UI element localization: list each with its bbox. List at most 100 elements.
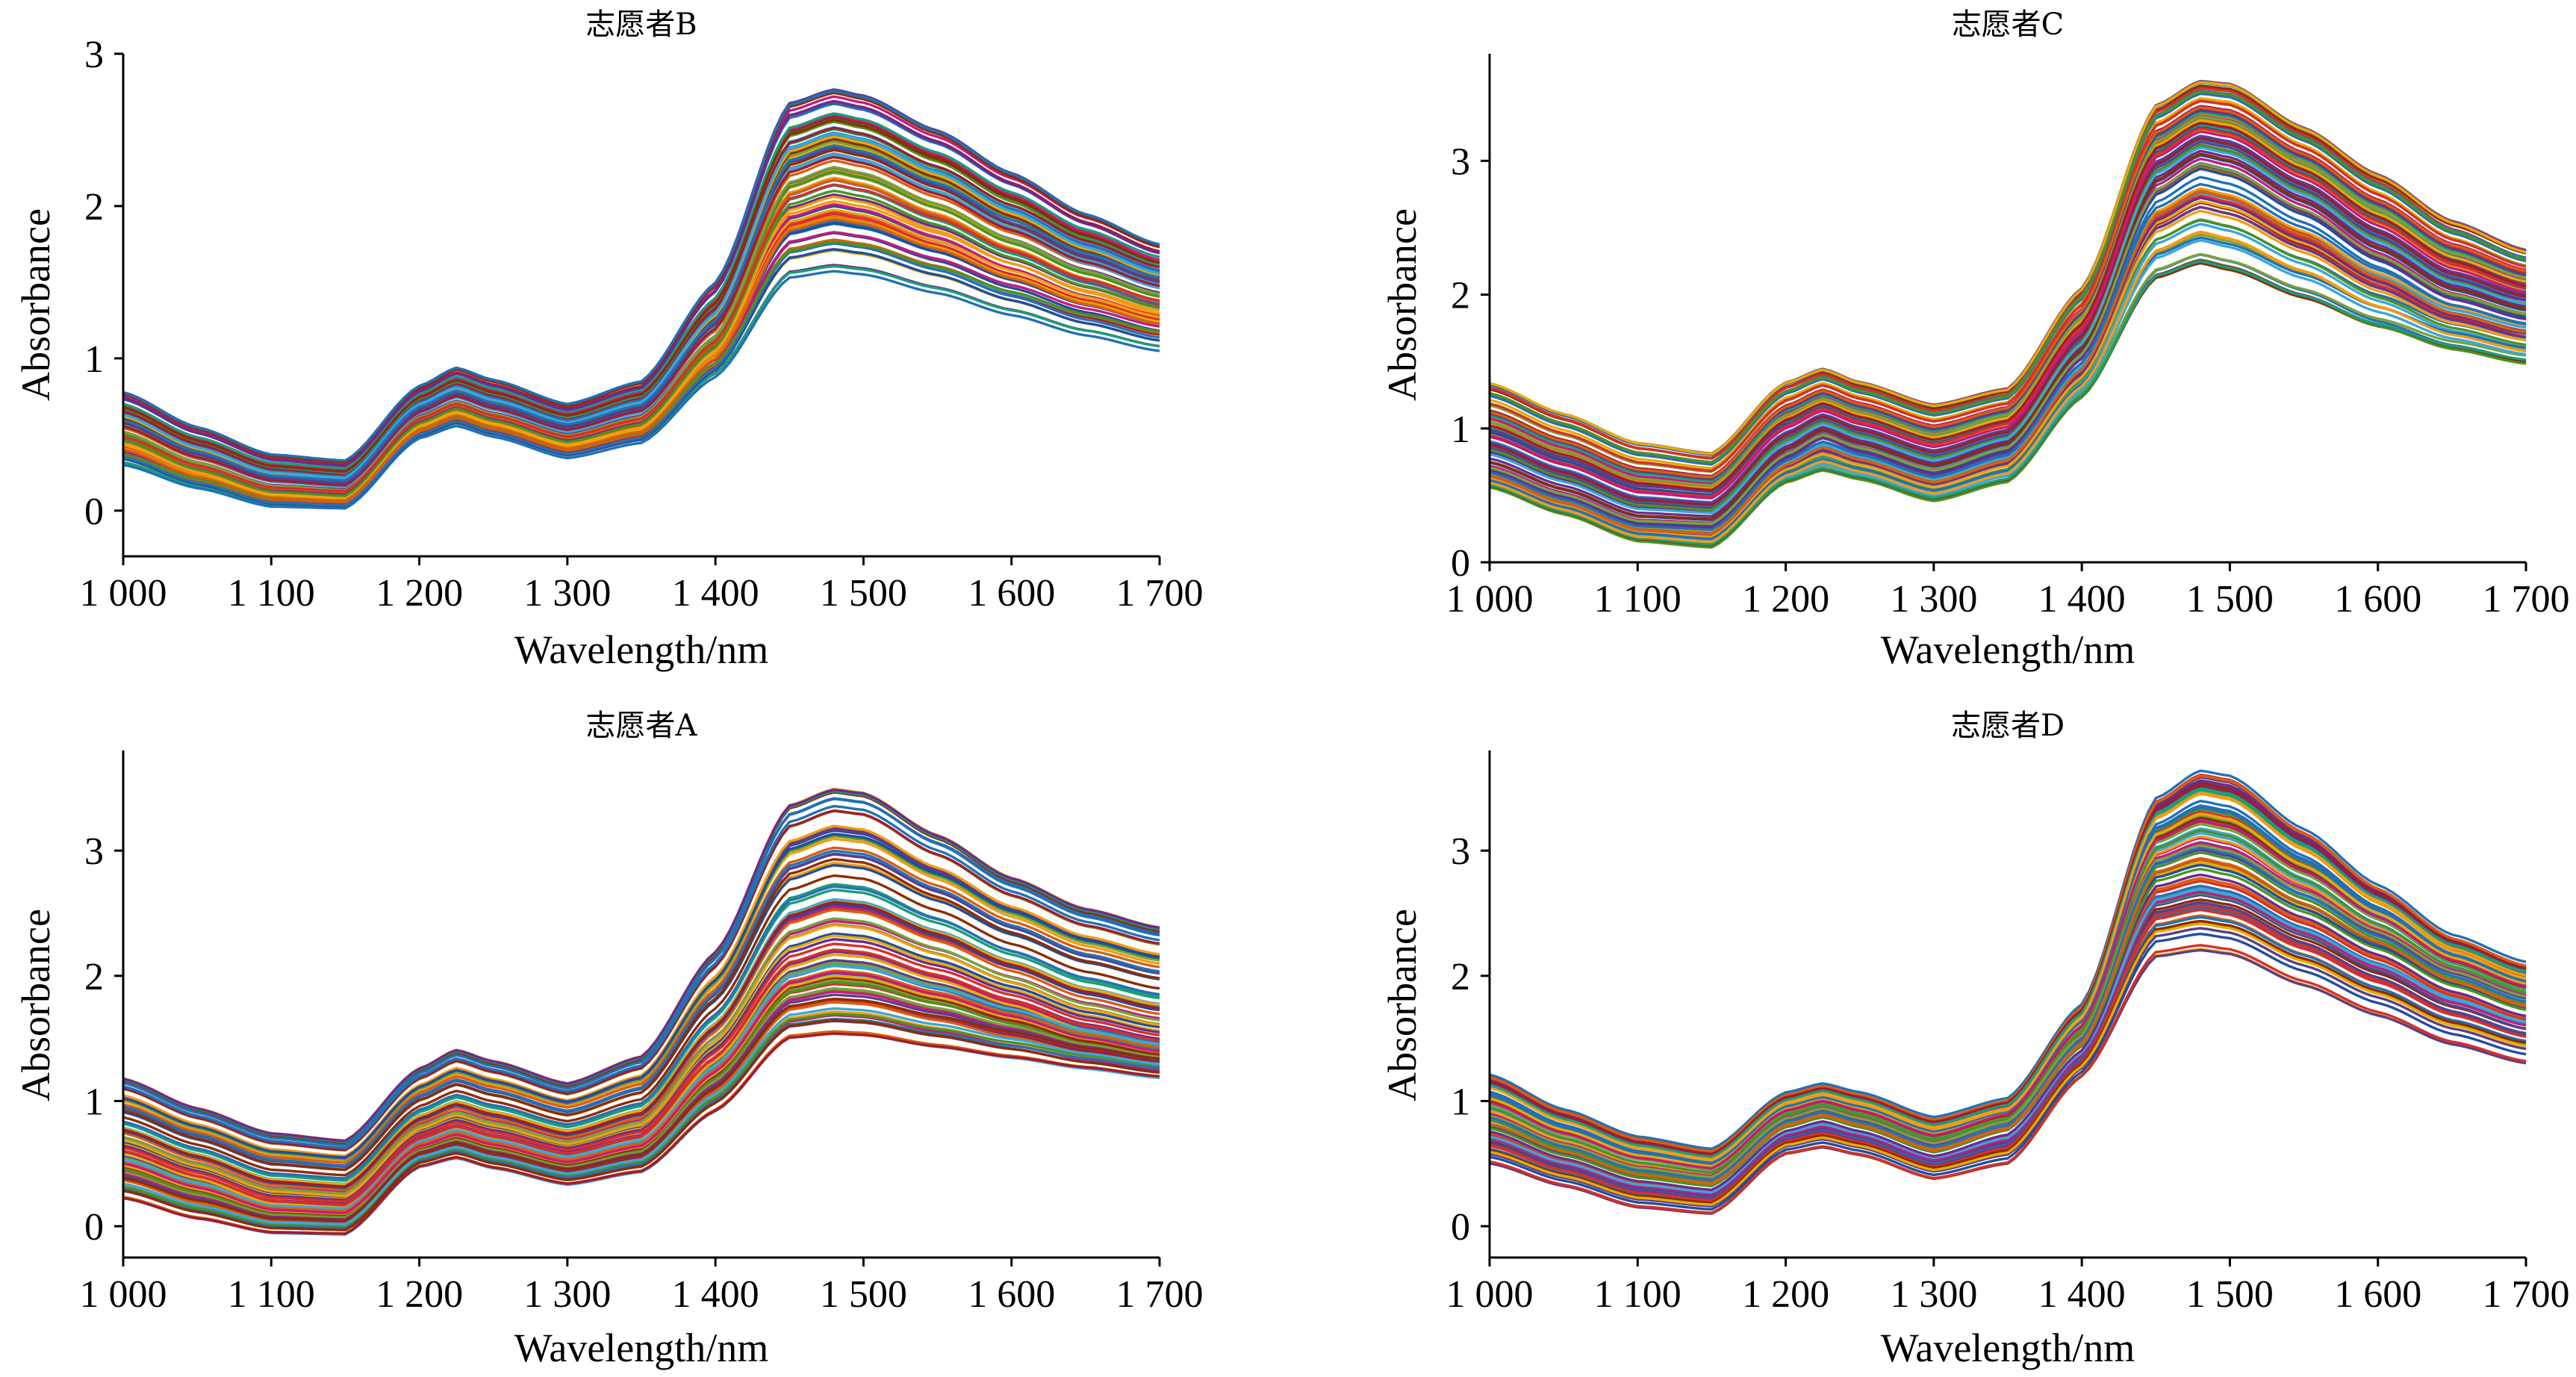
x-tick-label: 1 100 <box>1594 578 1681 621</box>
x-tick-label: 1 500 <box>2186 1273 2274 1316</box>
x-tick-label: 1 500 <box>820 1273 907 1316</box>
x-tick-label: 1 700 <box>2483 578 2570 621</box>
spectrum-line <box>122 809 1160 1151</box>
spectrum-line <box>122 114 1160 471</box>
ticks: 1 000 1 100 1 200 1 300 1 400 1 500 1 600 1 700… <box>1446 140 2570 621</box>
x-tick-label: 1 500 <box>820 572 907 615</box>
x-tick-label: 1 400 <box>672 572 759 615</box>
spectrum-line <box>122 924 1160 1198</box>
spectrum-line <box>1489 792 2527 1162</box>
x-tick-label: 1 100 <box>1594 1273 1681 1316</box>
spectrum-line <box>1489 205 2527 537</box>
spectrum-line <box>1489 857 2527 1185</box>
spectrum-line <box>1489 890 2527 1196</box>
y-tick-label: 0 <box>84 1206 104 1249</box>
spectrum-line <box>1489 789 2527 1158</box>
x-tick-label: 1 000 <box>1446 578 1534 621</box>
spectrum-line <box>122 210 1160 498</box>
spectrum-line <box>122 900 1160 1186</box>
x-tick-label: 1 700 <box>2483 1273 2570 1316</box>
spectrum-line <box>1489 790 2527 1160</box>
y-axis-label: Absorbance <box>1380 909 1425 1101</box>
spectrum-line <box>1489 844 2527 1178</box>
x-tick-label: 1 600 <box>968 572 1055 615</box>
y-tick-label: 2 <box>84 186 104 229</box>
x-tick-label: 1 000 <box>1446 1273 1534 1316</box>
x-tick-label: 1 300 <box>1890 1273 1977 1316</box>
x-tick-label: 1 300 <box>523 572 611 615</box>
x-tick-label: 1 700 <box>1116 572 1204 615</box>
y-tick-label: 0 <box>1451 1206 1470 1249</box>
spectrum-line <box>122 824 1160 1157</box>
spectrum-line <box>122 146 1160 485</box>
x-axis-label: Wavelength/nm <box>514 1325 769 1370</box>
spectrum-line <box>1489 134 2527 505</box>
spectrum-line <box>1489 92 2527 466</box>
spectrum-line <box>1489 99 2527 473</box>
spectrum-line <box>122 270 1160 510</box>
spectrum-line <box>122 833 1160 1159</box>
spectrum-line <box>1489 804 2527 1165</box>
series-layer <box>122 788 1160 1236</box>
y-tick-label: 1 <box>84 338 104 381</box>
spectrum-line <box>122 858 1160 1171</box>
spectrum-line <box>1489 115 2527 487</box>
spectrum-line <box>122 797 1160 1147</box>
spectrum-line <box>1489 152 2527 520</box>
series-layer <box>1489 79 2527 549</box>
spectrum-line <box>1489 774 2527 1153</box>
series-layer <box>122 88 1160 510</box>
spectrum-line <box>122 144 1160 482</box>
spectrum-line <box>1489 162 2527 526</box>
spectrum-line <box>1489 927 2527 1207</box>
x-tick-label: 1 500 <box>2186 578 2274 621</box>
spectrum-line <box>122 166 1160 492</box>
chart-panel-c: 志愿者C 1 000 1 100 1 200 1 300 1 400 1 500 1 600… <box>1380 7 2570 672</box>
spectrum-line <box>122 889 1160 1182</box>
y-tick-label: 3 <box>1451 830 1470 873</box>
spectrum-line <box>1489 819 2527 1170</box>
y-tick-label: 3 <box>84 830 104 873</box>
spectrum-line <box>122 969 1160 1213</box>
spectrum-line <box>122 217 1160 501</box>
spectrum-line <box>122 791 1160 1145</box>
spectrum-line <box>1489 260 2527 546</box>
y-axis-label: Absorbance <box>13 208 58 401</box>
x-tick-label: 1 100 <box>228 1273 315 1316</box>
x-tick-label: 1 400 <box>2038 1273 2126 1316</box>
spectrum-line <box>1489 922 2527 1206</box>
spectrum-line <box>122 901 1160 1188</box>
spectrum-line <box>122 885 1160 1180</box>
y-tick-label: 0 <box>84 491 104 533</box>
x-axis-label: Wavelength/nm <box>514 627 769 672</box>
y-tick-label: 1 <box>84 1081 104 1123</box>
spectrum-line <box>1489 851 2527 1184</box>
spectrum-line <box>122 112 1160 470</box>
y-tick-label: 2 <box>1451 956 1470 998</box>
spectrum-line <box>1489 122 2527 491</box>
spectrum-line <box>1489 231 2527 544</box>
x-axis-label: Wavelength/nm <box>1881 627 2135 672</box>
spectrum-line <box>122 1019 1160 1231</box>
spectrum-line <box>122 183 1160 493</box>
spectrum-line <box>1489 146 2527 515</box>
spectrum-line <box>122 948 1160 1206</box>
spectrum-line <box>1489 919 2527 1205</box>
y-tick-label: 3 <box>84 34 104 76</box>
spectrum-line <box>122 971 1160 1215</box>
x-tick-label: 1 200 <box>376 572 463 615</box>
y-tick-label: 1 <box>1451 1081 1470 1123</box>
spectrum-line <box>1489 888 2527 1194</box>
spectrum-line <box>122 976 1160 1217</box>
spectrum-line <box>122 908 1160 1191</box>
x-tick-label: 1 200 <box>376 1273 463 1316</box>
spectrum-line <box>1489 846 2527 1181</box>
spectrum-line <box>1489 106 2527 479</box>
y-tick-label: 3 <box>1451 140 1470 183</box>
spectrum-line <box>122 998 1160 1222</box>
x-tick-label: 1 600 <box>2334 1273 2421 1316</box>
spectrum-line <box>122 217 1160 503</box>
spectrum-line <box>1489 127 2527 498</box>
y-tick-label: 0 <box>1451 542 1470 585</box>
